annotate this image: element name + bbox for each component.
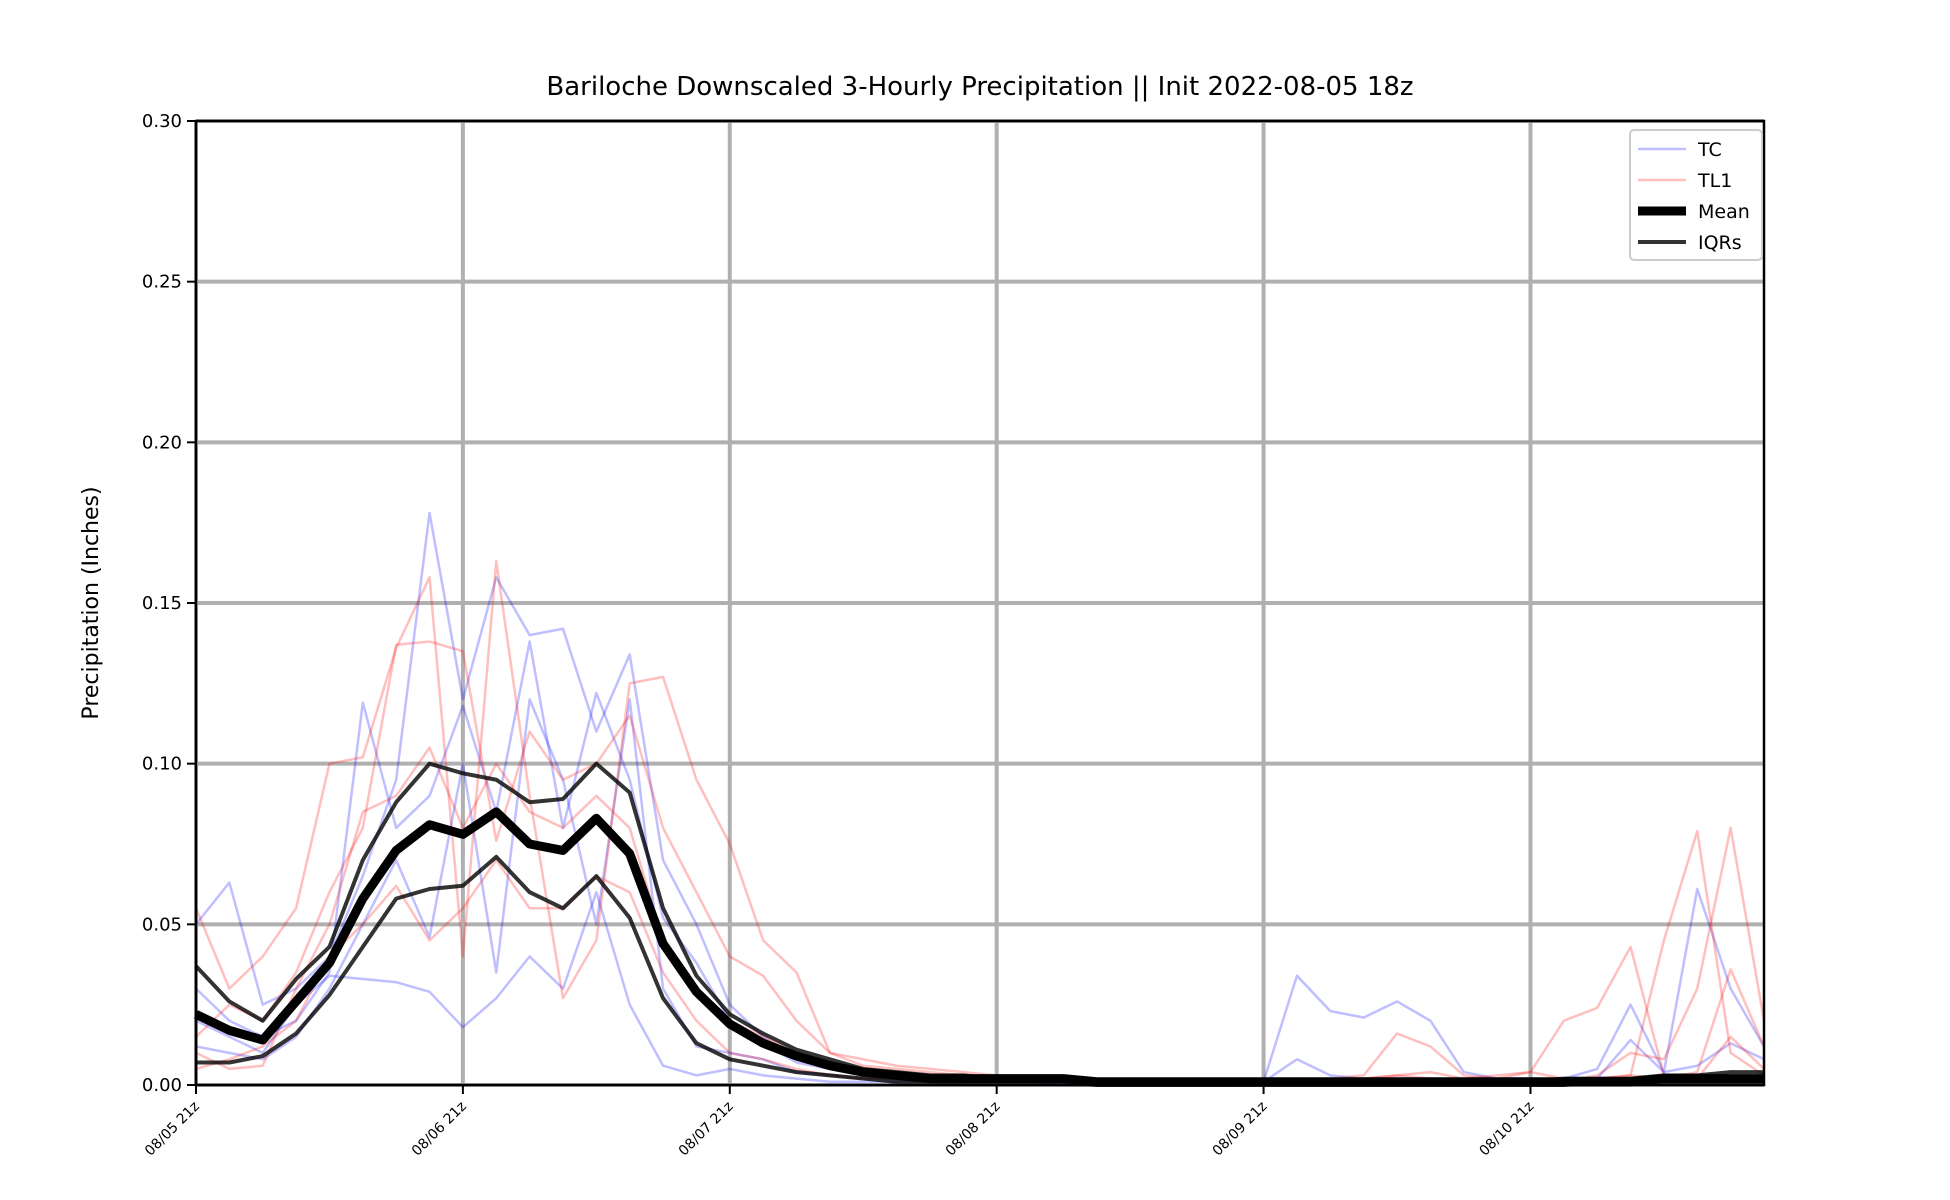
legend-label: TL1 <box>1697 170 1732 192</box>
legend-label: TC <box>1697 139 1722 161</box>
x-tick-label: 08/05 21z <box>142 1099 203 1160</box>
y-tick-label: 0.05 <box>142 914 182 935</box>
legend-label: Mean <box>1698 201 1750 223</box>
y-tick-label: 0.30 <box>142 111 182 132</box>
x-tick-label: 08/06 21z <box>409 1099 470 1160</box>
y-tick-label: 0.00 <box>142 1075 182 1096</box>
x-tick-label: 08/08 21z <box>943 1099 1004 1160</box>
ticks: 0.00 0.05 0.10 0.15 0.20 0.25 0.30 08/05 21z 08/… <box>142 111 1537 1159</box>
y-axis-label: Precipitation (Inches) <box>79 486 104 719</box>
legend: TC TL1 Mean IQRs <box>1629 129 1763 261</box>
legend-label: IQRs <box>1698 232 1742 254</box>
gridlines <box>194 119 1764 1087</box>
y-tick-label: 0.25 <box>142 272 182 293</box>
x-tick-label: 08/10 21z <box>1477 1099 1538 1160</box>
series-line-mean <box>194 807 1764 1087</box>
x-tick-label: 08/09 21z <box>1210 1099 1271 1160</box>
y-tick-label: 0.15 <box>142 593 182 614</box>
y-tick-label: 0.10 <box>142 754 182 775</box>
y-tick-label: 0.20 <box>142 432 182 453</box>
legend-box <box>1629 129 1763 261</box>
x-tick-label: 08/07 21z <box>676 1099 737 1160</box>
chart-title: Bariloche Downscaled 3-Hourly Precipitat… <box>546 72 1413 102</box>
